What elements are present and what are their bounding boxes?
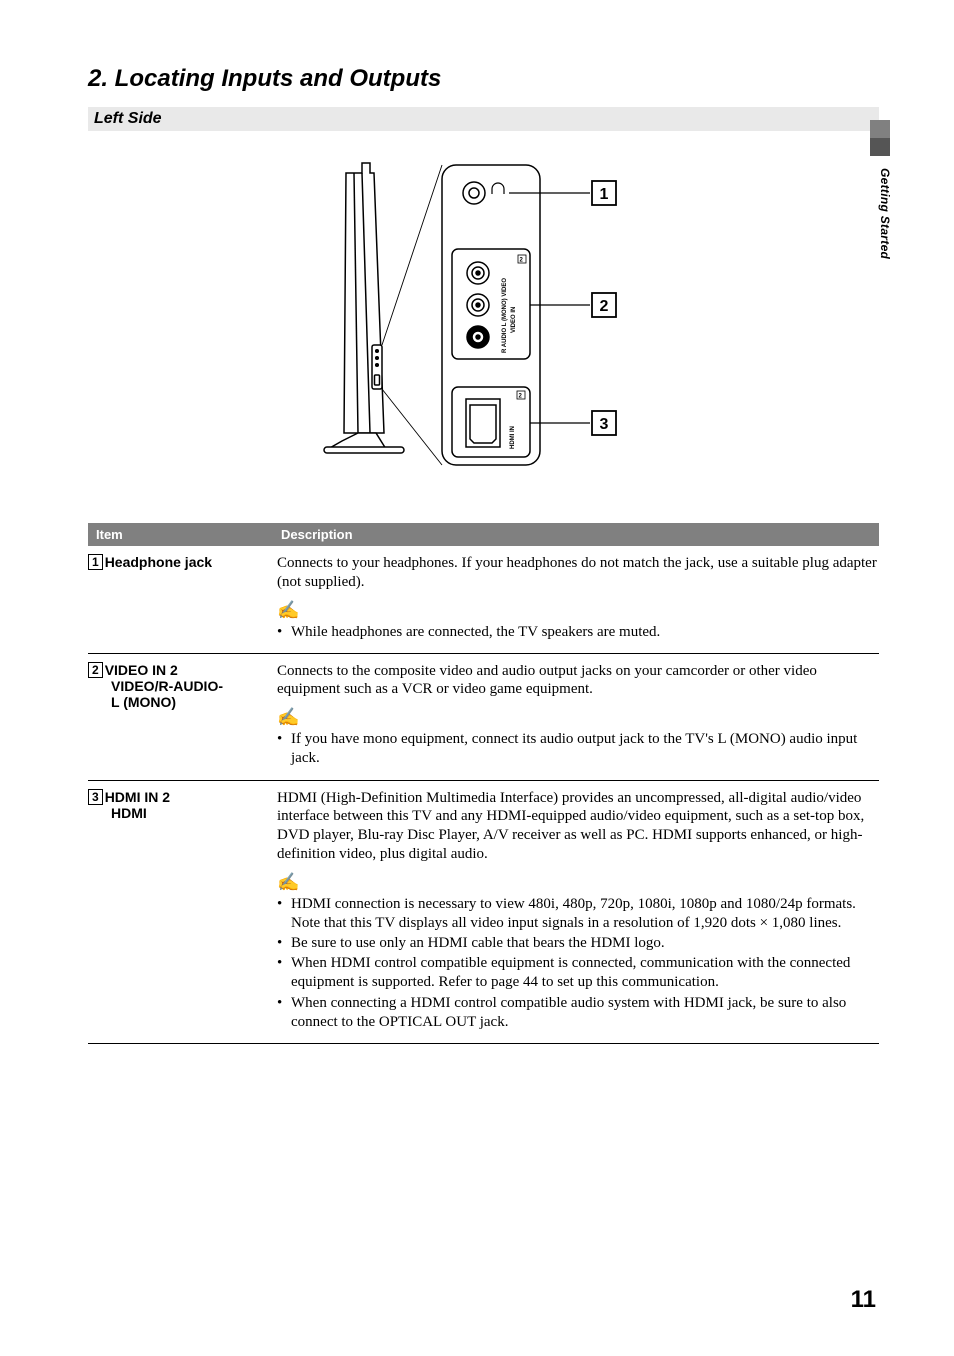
note-bullet: When HDMI control compatible equipment i… bbox=[277, 954, 879, 992]
io-table: Item Description 1 Headphone jackConnect… bbox=[88, 523, 879, 1044]
item-label: Headphone jack bbox=[105, 554, 212, 570]
page-number: 11 bbox=[851, 1286, 876, 1314]
col-header-item: Item bbox=[88, 523, 273, 546]
note-bullet: While headphones are connected, the TV s… bbox=[277, 623, 879, 642]
desc-cell: Connects to your headphones. If your hea… bbox=[273, 546, 879, 653]
page-subtitle: Left Side bbox=[88, 107, 879, 131]
item-label: HDMI IN 2 bbox=[105, 789, 170, 805]
note-list: If you have mono equipment, connect its … bbox=[277, 730, 879, 768]
note-icon: ✍ bbox=[277, 600, 296, 621]
table-row: 1 Headphone jackConnects to your headpho… bbox=[88, 546, 879, 653]
tv-side-diagram: R AUDIO L (MONO) VIDEO VIDEO IN 2 HDMI I… bbox=[88, 153, 879, 493]
note-bullet: If you have mono equipment, connect its … bbox=[277, 730, 879, 768]
note-icon: ✍ bbox=[277, 707, 296, 728]
page-title: 2. Locating Inputs and Outputs bbox=[88, 65, 879, 93]
chapter-tab-darker bbox=[870, 138, 890, 156]
item-number-box: 1 bbox=[88, 554, 103, 570]
desc-paragraph: HDMI (High-Definition Multimedia Interfa… bbox=[277, 789, 879, 864]
label-jack-group: R AUDIO L (MONO) VIDEO bbox=[502, 278, 508, 353]
note-bullet: HDMI connection is necessary to view 480… bbox=[277, 895, 879, 933]
note-bullet: Be sure to use only an HDMI cable that b… bbox=[277, 934, 879, 953]
note-icon: ✍ bbox=[277, 872, 296, 893]
desc-paragraph: Connects to your headphones. If your hea… bbox=[277, 554, 879, 592]
note-bullet: When connecting a HDMI control compatibl… bbox=[277, 994, 879, 1032]
label-video-in: VIDEO IN bbox=[511, 307, 517, 333]
table-row: 2 VIDEO IN 2VIDEO/R-AUDIO-L (MONO)Connec… bbox=[88, 653, 879, 780]
item-cell: 1 Headphone jack bbox=[88, 546, 273, 653]
table-row: 3 HDMI IN 2HDMIHDMI (High-Definition Mul… bbox=[88, 780, 879, 1043]
item-number-box: 2 bbox=[88, 662, 103, 678]
callout-1: 1 bbox=[599, 186, 608, 203]
diagram-svg: R AUDIO L (MONO) VIDEO VIDEO IN 2 HDMI I… bbox=[314, 153, 654, 493]
callout-2: 2 bbox=[599, 298, 608, 315]
desc-paragraph: Connects to the composite video and audi… bbox=[277, 662, 879, 700]
chapter-label: Getting Started bbox=[878, 168, 892, 259]
desc-cell: Connects to the composite video and audi… bbox=[273, 653, 879, 780]
item-cell: 3 HDMI IN 2HDMI bbox=[88, 780, 273, 1043]
note-list: HDMI connection is necessary to view 480… bbox=[277, 895, 879, 1032]
item-label-sub: HDMI bbox=[88, 805, 267, 821]
note-list: While headphones are connected, the TV s… bbox=[277, 623, 879, 642]
item-number-box: 3 bbox=[88, 789, 103, 805]
item-label-sub: VIDEO/R-AUDIO- bbox=[88, 678, 267, 694]
item-label: VIDEO IN 2 bbox=[105, 662, 178, 678]
desc-cell: HDMI (High-Definition Multimedia Interfa… bbox=[273, 780, 879, 1043]
col-header-desc: Description bbox=[273, 523, 879, 546]
item-label-sub: L (MONO) bbox=[88, 694, 267, 710]
callout-3: 3 bbox=[599, 416, 608, 433]
label-hdmi-in: HDMI IN bbox=[510, 426, 516, 449]
item-cell: 2 VIDEO IN 2VIDEO/R-AUDIO-L (MONO) bbox=[88, 653, 273, 780]
chapter-tab-dark bbox=[870, 120, 890, 138]
